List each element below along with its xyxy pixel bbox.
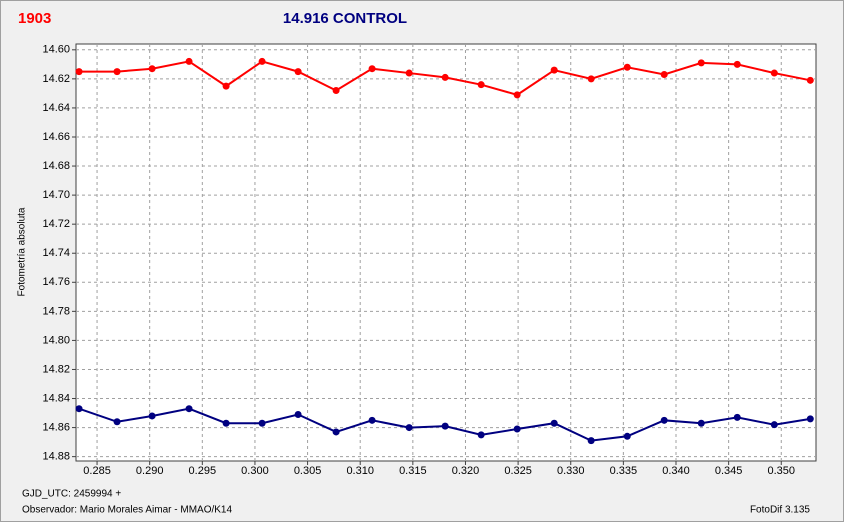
data-point xyxy=(623,432,631,440)
x-tick-label: 0.305 xyxy=(294,465,322,477)
data-point xyxy=(770,69,778,77)
data-point xyxy=(441,73,449,81)
y-tick-label: 14.74 xyxy=(42,247,70,259)
y-tick-label: 14.82 xyxy=(42,363,70,375)
footer-text: FotoDif 3.135 xyxy=(750,505,810,516)
y-tick-label: 14.70 xyxy=(42,189,70,201)
y-axis-label: Fotometría absoluta xyxy=(17,207,28,296)
data-point xyxy=(623,63,631,71)
data-point xyxy=(550,419,558,427)
data-point xyxy=(770,421,778,429)
y-tick-label: 14.88 xyxy=(42,451,70,463)
data-point xyxy=(113,418,121,426)
data-point xyxy=(733,60,741,68)
data-point xyxy=(222,419,230,427)
data-point xyxy=(258,57,266,65)
data-point xyxy=(368,65,376,73)
y-tick-label: 14.78 xyxy=(42,305,70,317)
y-tick-label: 14.84 xyxy=(42,392,70,404)
data-point xyxy=(294,68,302,76)
data-point xyxy=(660,416,668,424)
plot-area xyxy=(75,43,817,462)
data-point xyxy=(477,81,485,89)
data-point xyxy=(75,68,83,76)
y-tick-label: 14.64 xyxy=(42,102,70,114)
chart-title: 14.916 CONTROL xyxy=(283,10,407,27)
data-point xyxy=(294,411,302,419)
y-tick-label: 14.76 xyxy=(42,276,70,288)
x-tick-label: 0.330 xyxy=(557,465,585,477)
data-point xyxy=(405,424,413,432)
x-tick-label: 0.320 xyxy=(452,465,480,477)
data-point xyxy=(587,437,595,445)
x-tick-label: 0.340 xyxy=(662,465,690,477)
y-tick-label: 14.68 xyxy=(42,160,70,172)
data-point xyxy=(222,82,230,90)
x-tick-label: 0.315 xyxy=(399,465,427,477)
x-tick-label: 0.325 xyxy=(504,465,532,477)
data-point xyxy=(441,422,449,430)
star-label: 1903 xyxy=(18,10,51,27)
x-tick-label: 0.335 xyxy=(610,465,638,477)
data-point xyxy=(513,91,521,99)
data-point xyxy=(185,405,193,413)
x-tick-label: 0.285 xyxy=(83,465,111,477)
data-point xyxy=(148,65,156,73)
data-point xyxy=(477,431,485,439)
y-tick-label: 14.66 xyxy=(42,131,70,143)
data-point xyxy=(332,428,340,436)
data-point xyxy=(733,413,741,421)
y-tick-label: 14.80 xyxy=(42,334,70,346)
x-tick-label: 0.295 xyxy=(189,465,217,477)
data-point xyxy=(332,86,340,94)
data-point xyxy=(258,419,266,427)
data-point xyxy=(806,415,814,423)
x-tick-label: 0.345 xyxy=(715,465,743,477)
x-tick-label: 0.300 xyxy=(241,465,269,477)
y-tick-label: 14.60 xyxy=(42,44,70,56)
y-tick-label: 14.86 xyxy=(42,421,70,433)
data-point xyxy=(660,71,668,79)
footer-text: Observador: Mario Morales Aimar - MMAO/K… xyxy=(22,505,232,516)
data-point xyxy=(405,69,413,77)
data-point xyxy=(185,57,193,65)
y-tick-label: 14.62 xyxy=(42,73,70,85)
x-tick-label: 0.290 xyxy=(136,465,164,477)
data-point xyxy=(513,425,521,433)
data-point xyxy=(113,68,121,76)
data-point xyxy=(697,419,705,427)
data-point xyxy=(148,412,156,420)
data-point xyxy=(550,66,558,74)
data-point xyxy=(75,405,83,413)
x-tick-label: 0.310 xyxy=(346,465,374,477)
data-point xyxy=(587,75,595,83)
data-point xyxy=(806,76,814,84)
data-point xyxy=(697,59,705,67)
y-tick-label: 14.72 xyxy=(42,218,70,230)
footer-text: GJD_UTC: 2459994 + xyxy=(22,489,121,500)
x-tick-label: 0.350 xyxy=(767,465,795,477)
data-point xyxy=(368,416,376,424)
